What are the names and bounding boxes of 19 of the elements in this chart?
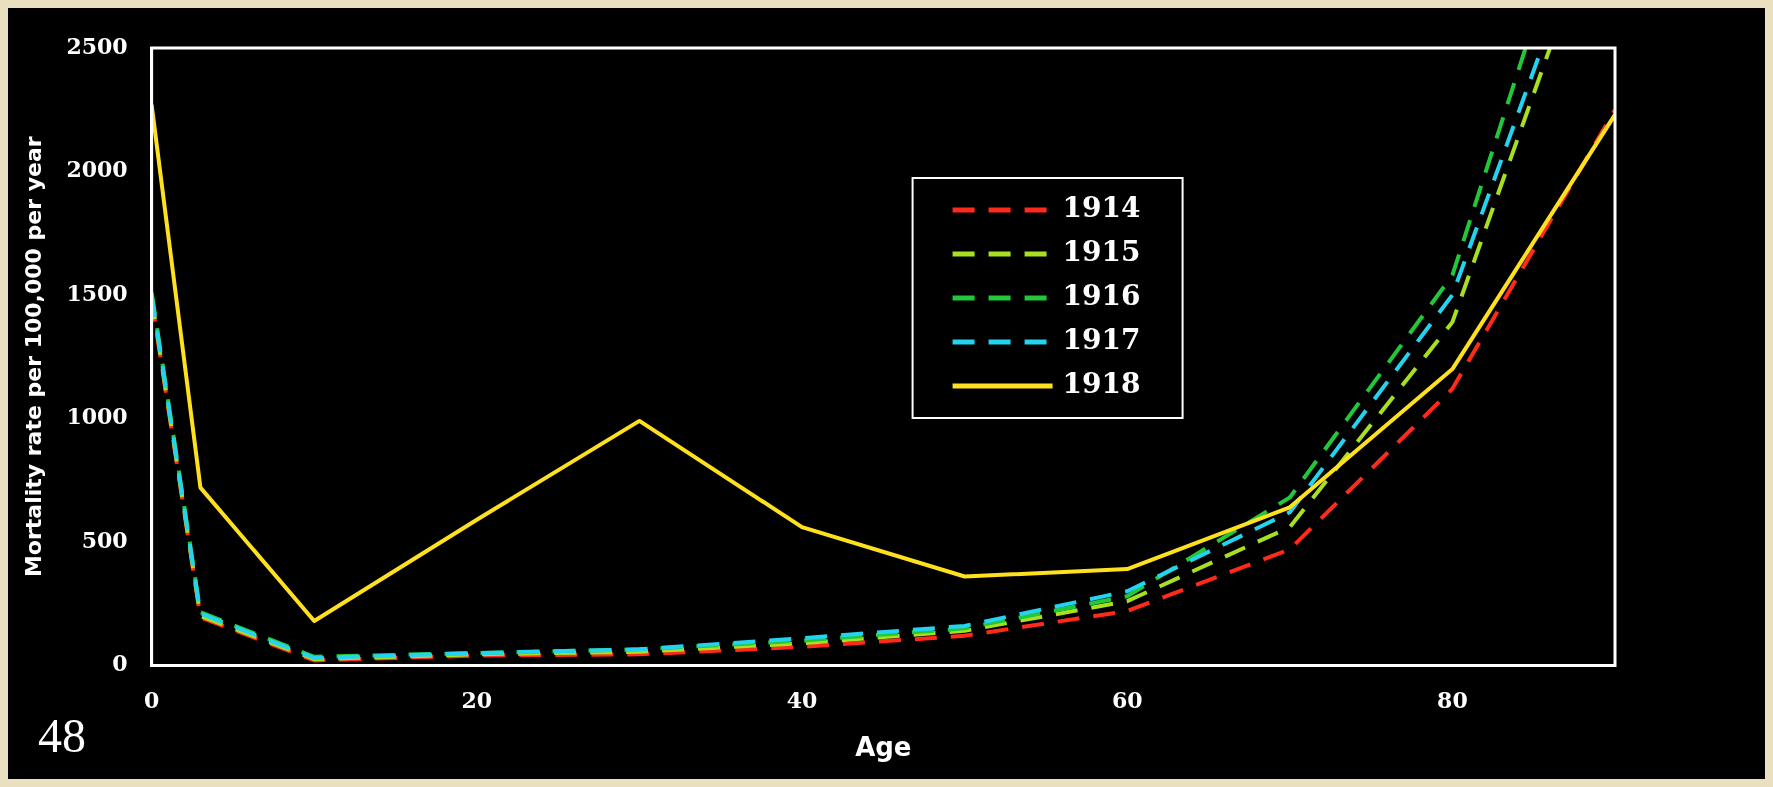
y-tick-label: 0 xyxy=(112,650,128,677)
legend-label: 1914 xyxy=(1062,191,1141,225)
x-tick-label: 20 xyxy=(461,687,493,714)
y-tick-label: 1500 xyxy=(66,279,128,306)
x-tick-label: 40 xyxy=(786,687,818,714)
x-axis-title: Age xyxy=(855,732,912,763)
legend-label: 1916 xyxy=(1062,279,1141,313)
x-tick-label: 0 xyxy=(143,687,160,714)
y-tick-label: 2500 xyxy=(66,32,128,59)
legend-label: 1915 xyxy=(1062,235,1141,269)
y-tick-label: 1000 xyxy=(66,403,128,430)
legend-label: 1918 xyxy=(1062,367,1141,401)
y-axis-title: Mortality rate per 100,000 per year xyxy=(20,136,46,578)
legend-label: 1917 xyxy=(1062,323,1141,357)
y-tick-label: 2000 xyxy=(66,156,128,183)
x-tick-label: 60 xyxy=(1111,687,1143,714)
y-tick-label: 500 xyxy=(81,526,128,553)
text: 48 xyxy=(38,708,86,763)
x-tick-label: 80 xyxy=(1437,687,1468,714)
